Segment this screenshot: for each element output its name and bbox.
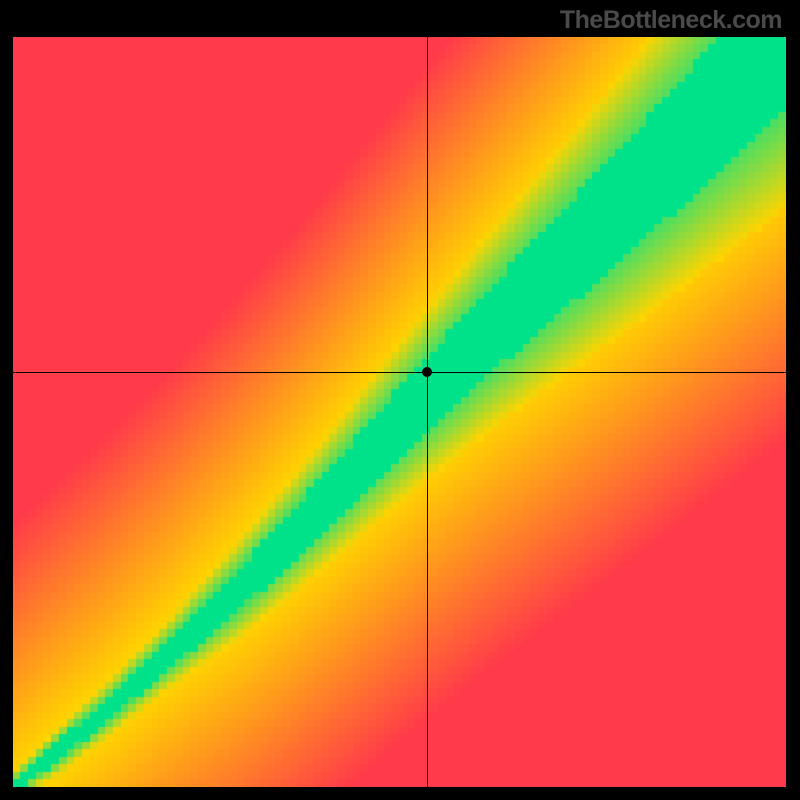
- crosshair-vertical: [427, 37, 428, 787]
- crosshair-marker-dot: [422, 367, 432, 377]
- crosshair-horizontal: [13, 372, 786, 373]
- heatmap-canvas: [13, 37, 786, 787]
- heatmap-plot: [13, 37, 786, 787]
- watermark-text: TheBottleneck.com: [560, 6, 782, 35]
